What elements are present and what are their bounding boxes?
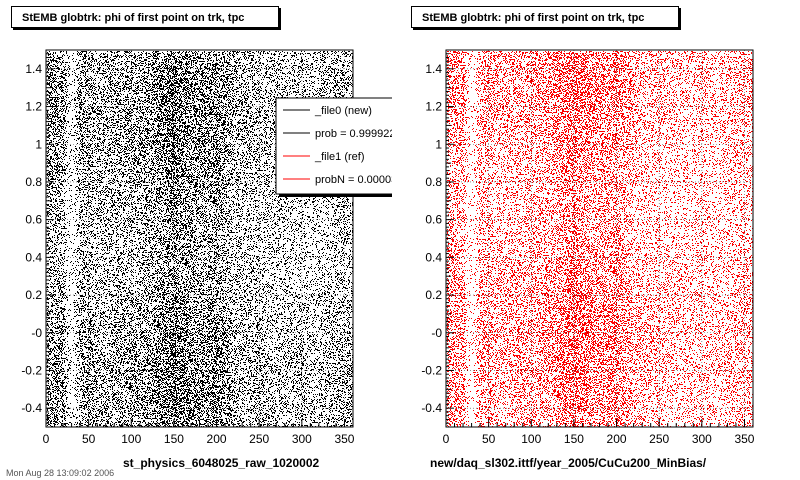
y-tick-label: 0.6 [425,213,442,227]
x-tick-label: 100 [121,432,141,446]
legend-entry: probN = 0.00003 [315,174,397,186]
x-tick-label: 350 [734,432,754,446]
y-tick-label: -0 [431,326,442,340]
left-x-axis-label: st_physics_6048025_raw_1020002 [123,456,320,470]
x-tick-label: 200 [207,432,227,446]
legend: _file0 (new) prob = 0.999922 _file1 (ref) p… [275,97,397,197]
y-tick-label: 1.2 [425,100,442,114]
y-tick-label: 1 [435,137,442,151]
y-tick-label: 0.8 [25,175,42,189]
right-chart-title: StEMB globtrk: phi of first point on trk… [411,6,679,28]
x-tick-label: 0 [43,432,50,446]
x-axis: 0 50 100 150 200 250 300 350 [43,419,355,446]
y-tick-label: 1 [35,137,42,151]
x-tick-label: 150 [164,432,184,446]
y-tick-label: 0.8 [425,175,442,189]
chart-panel-1: 0 50 100 150 200 250 300 350 -0.4 -0.2 -0 0.2 0.4 0.6… [421,49,755,446]
y-tick-label: 0.2 [25,288,42,302]
legend-entry: _file0 (new) [314,105,372,117]
y-tick-label: 0.2 [425,288,442,302]
y-tick-label: 1.2 [25,100,42,114]
timestamp-footer: Mon Aug 28 13:09:02 2006 [6,468,115,478]
x-tick-label: 50 [482,432,496,446]
x-tick-label: 300 [692,432,712,446]
y-tick-label: 1.4 [25,62,42,76]
grid-lines [446,50,753,427]
x-tick-label: 150 [564,432,584,446]
y-tick-label: 0.6 [25,213,42,227]
y-tick-label: -0.2 [421,363,442,377]
x-tick-label: 250 [649,432,669,446]
y-tick-label: -0.4 [421,401,442,415]
y-axis: -0.4 -0.2 -0 0.2 0.4 0.6 0.8 1 1.2 1.4 [21,49,54,428]
legend-box [275,97,392,195]
point-cloud [47,51,353,427]
scatter-points [447,51,753,427]
legend-entry: prob = 0.999922 [315,128,395,140]
x-tick-label: 200 [607,432,627,446]
x-tick-label: 0 [443,432,450,446]
x-tick-label: 350 [334,432,354,446]
y-tick-label: -0.4 [21,401,42,415]
y-tick-label: 0.4 [25,250,42,264]
y-tick-label: 1.4 [425,62,442,76]
plot-area [446,50,753,427]
scatter-points [47,51,353,427]
x-tick-label: 300 [292,432,312,446]
left-chart-title: StEMB globtrk: phi of first point on trk… [11,6,279,28]
x-tick-label: 100 [521,432,541,446]
x-tick-label: 50 [82,432,96,446]
y-tick-label: -0.2 [21,363,42,377]
legend-entry: _file1 (ref) [314,151,365,163]
y-tick-label: -0 [31,326,42,340]
y-tick-label: 0.4 [425,250,442,264]
right-x-axis-label: new/daq_sl302.ittf/year_2005/CuCu200_Min… [430,456,707,470]
point-cloud [447,51,753,427]
x-axis: 0 50 100 150 200 250 300 350 [443,419,755,446]
y-axis: -0.4 -0.2 -0 0.2 0.4 0.6 0.8 1 1.2 1.4 [421,49,454,428]
x-tick-label: 250 [249,432,269,446]
